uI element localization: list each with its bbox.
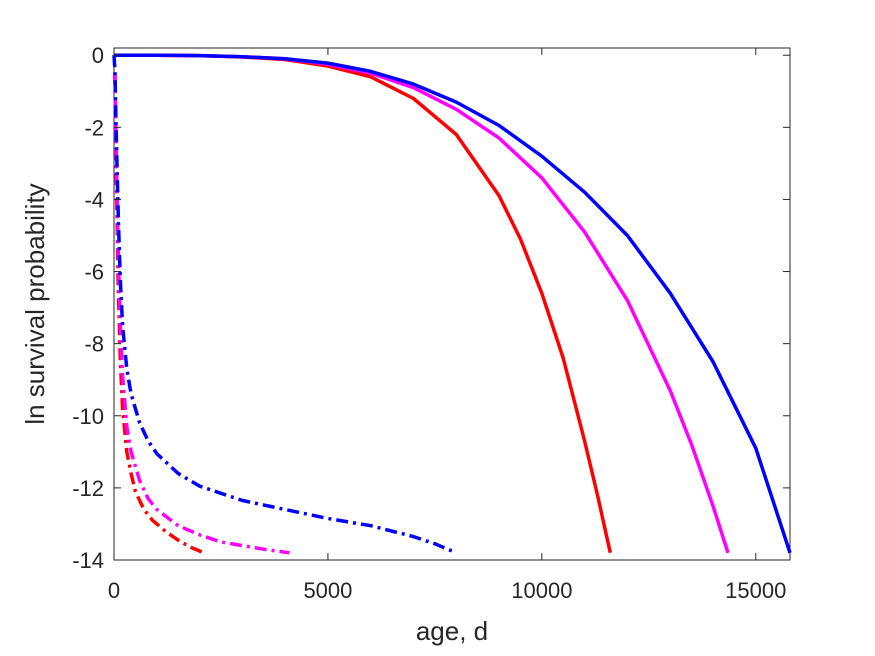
y-tick-label: 0 xyxy=(92,43,104,68)
x-tick-label: 10000 xyxy=(511,578,572,603)
y-tick-label: -6 xyxy=(84,260,104,285)
y-axis-label: ln survival probability xyxy=(20,183,50,424)
y-tick-label: -2 xyxy=(84,115,104,140)
series-line-2 xyxy=(114,53,792,554)
x-axis-ticks: 0 5000 10000 15000 xyxy=(108,48,786,603)
y-tick-label: -14 xyxy=(72,548,104,573)
x-tick-label: 0 xyxy=(108,578,120,603)
y-axis-ticks: 0 -2 -4 -6 -8 -10 -12 -14 xyxy=(72,43,790,573)
y-tick-label: -8 xyxy=(84,332,104,357)
x-axis-label: age, d xyxy=(416,616,488,646)
series-lines xyxy=(112,53,792,555)
y-tick-label: -4 xyxy=(84,187,104,212)
plot-area xyxy=(113,47,791,561)
series-line-4 xyxy=(113,73,290,555)
y-tick-label: -12 xyxy=(72,476,104,501)
series-line-5 xyxy=(112,55,457,555)
y-tick-label: -10 xyxy=(72,404,104,429)
x-tick-label: 5000 xyxy=(303,578,352,603)
x-tick-label: 15000 xyxy=(725,578,786,603)
